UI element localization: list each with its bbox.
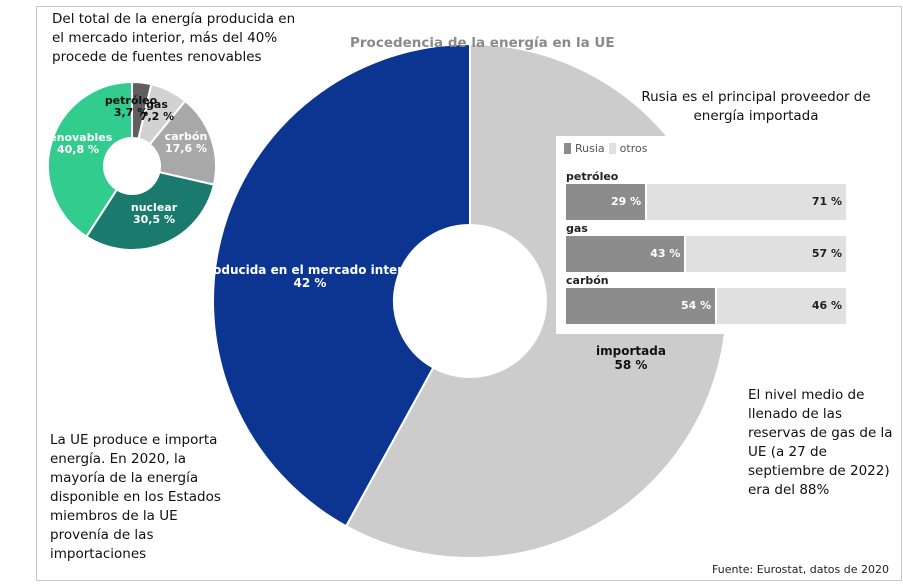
pie-value-importada: 58 % xyxy=(615,358,648,372)
bar-segment-otros: 71 % xyxy=(647,184,846,220)
small-pie-label-carbón: carbón xyxy=(165,130,208,143)
bar-row: 29 % 71 % xyxy=(566,184,846,220)
energy-mix-pie-chart xyxy=(47,80,217,251)
russia-bar-chart: Rusia otros petróleo 29 % 71 % gas 43 % … xyxy=(556,136,854,334)
bar-row: 54 % 46 % xyxy=(566,288,846,324)
bar-segment-otros: 46 % xyxy=(717,288,846,324)
bar-category-label: gas xyxy=(566,222,588,235)
chart-title: Procedencia de la energía en la UE xyxy=(350,35,615,51)
bar-segment-rusia: 43 % xyxy=(566,236,687,272)
bar-segment-otros: 57 % xyxy=(686,236,846,272)
small-pie-label-nuclear: nuclear xyxy=(131,201,178,214)
reserves-note: El nivel medio de llenado de las reserva… xyxy=(748,387,893,498)
small-pie-value-nuclear: 30,5 % xyxy=(133,213,175,226)
pie-slice-carbón xyxy=(148,99,217,186)
legend-swatch-otros xyxy=(608,143,616,154)
pie-slice-renovables xyxy=(47,80,133,238)
pie-slice-nuclear xyxy=(85,171,216,251)
russia-note: Rusia es el principal proveedor de energ… xyxy=(641,89,871,124)
small-pie-value-petróleo: 3,7 % xyxy=(114,106,148,119)
bar-legend: Rusia otros xyxy=(564,142,647,155)
bar-value-label: 43 % xyxy=(650,247,681,260)
chart-frame xyxy=(36,6,902,581)
bar-value-label: 54 % xyxy=(681,299,712,312)
bar-segment-rusia: 54 % xyxy=(566,288,718,324)
bar-row: 43 % 57 % xyxy=(566,236,846,272)
production-note: La UE produce e importa energía. En 2020… xyxy=(50,432,221,562)
source-note: Fuente: Eurostat, datos de 2020 xyxy=(712,563,889,576)
bar-segment-rusia: 29 % xyxy=(566,184,648,220)
small-pie-label-gas: gas xyxy=(146,98,168,111)
bar-value-label: 57 % xyxy=(811,247,842,260)
bar-category-label: carbón xyxy=(566,274,609,287)
pie-value-producida: 42 % xyxy=(294,276,327,290)
pie-slice-producida xyxy=(212,42,471,528)
small-pie-value-renovables: 40,8 % xyxy=(57,143,99,156)
renewables-note: Del total de la energía producida en el … xyxy=(52,11,296,65)
small-pie-value-gas: 7,2 % xyxy=(140,110,174,123)
legend-label-rusia: Rusia xyxy=(575,142,605,155)
bar-category-label: petróleo xyxy=(566,170,619,183)
legend-swatch-rusia xyxy=(564,143,571,154)
pie-label-importada: importada xyxy=(596,344,666,358)
small-pie-label-petróleo: petróleo xyxy=(105,94,158,107)
small-pie-label-renovables: renovables xyxy=(44,131,113,144)
bar-value-label: 29 % xyxy=(611,195,642,208)
bar-value-label: 71 % xyxy=(811,195,842,208)
legend-label-otros: otros xyxy=(619,142,648,155)
small-pie-value-carbón: 17,6 % xyxy=(165,142,207,155)
bar-value-label: 46 % xyxy=(811,299,842,312)
pie-label-producida: producida en el mercado interior xyxy=(199,263,422,277)
